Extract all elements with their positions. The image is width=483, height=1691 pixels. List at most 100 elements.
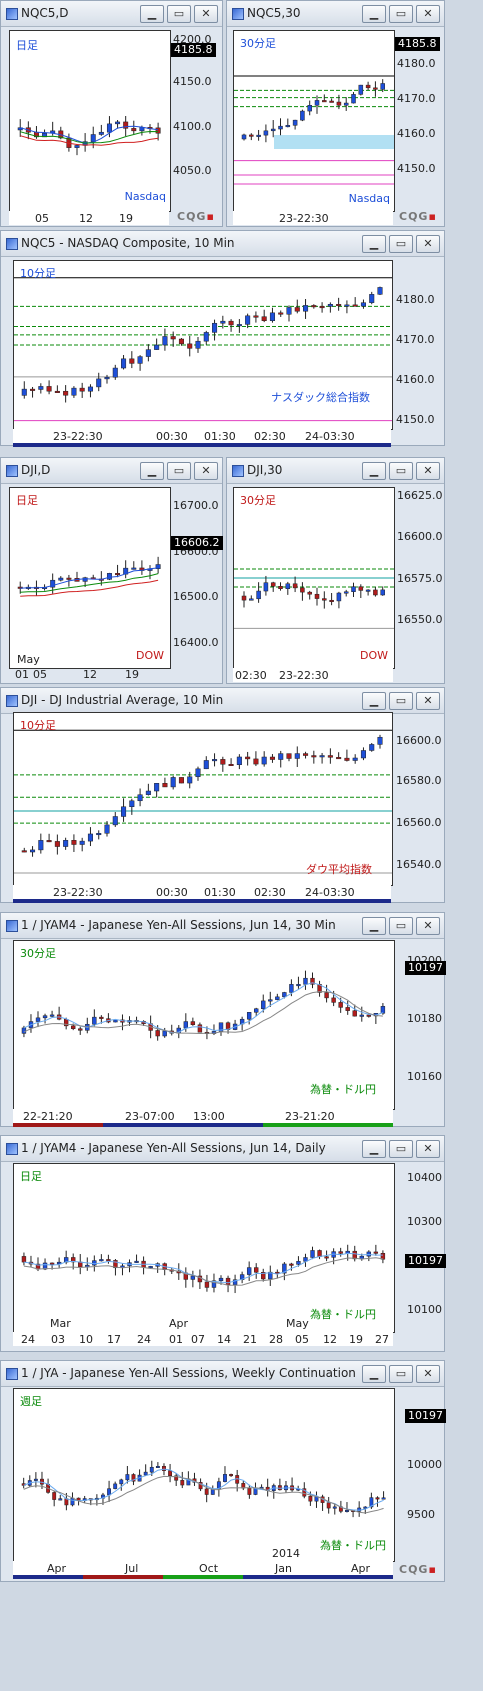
maximize-button[interactable]: ▭ bbox=[167, 462, 191, 480]
window-nqc5-30min[interactable]: NQC5,30 ▁ ▭ ✕ 30分足 Nasdaq 4180.0 4170.0 41… bbox=[226, 0, 445, 227]
close-button[interactable]: ✕ bbox=[194, 5, 218, 23]
window-dji-30min[interactable]: DJI,30 ▁ ▭ ✕ 30分足 DOW 16625.0 16600.0 1657… bbox=[226, 457, 445, 684]
maximize-button[interactable]: ▭ bbox=[389, 235, 413, 253]
candle-body bbox=[246, 1012, 252, 1020]
moving-average-line bbox=[23, 1475, 384, 1514]
x-tick: 19 bbox=[119, 212, 133, 225]
window-title: DJI - DJ Industrial Average, 10 Min bbox=[21, 693, 224, 707]
period-label: 10分足 bbox=[20, 719, 56, 732]
last-price-badge: 16606.2 bbox=[171, 536, 223, 550]
y-tick: 16600.0 bbox=[397, 530, 443, 543]
close-button[interactable]: ✕ bbox=[416, 692, 440, 710]
candle-body bbox=[125, 1474, 130, 1481]
minimize-button[interactable]: ▁ bbox=[140, 462, 164, 480]
minimize-button[interactable]: ▁ bbox=[362, 235, 386, 253]
window-jpy-30min[interactable]: 1 / JYAM4 - Japanese Yen-All Sessions, J… bbox=[0, 912, 446, 1127]
candle-body bbox=[261, 316, 267, 321]
candle-body bbox=[52, 1492, 57, 1500]
moving-average-line bbox=[20, 130, 159, 144]
candle-body bbox=[98, 131, 104, 135]
candle-body bbox=[300, 587, 305, 593]
minimize-button[interactable]: ▁ bbox=[362, 917, 386, 935]
window-jpy-weekly[interactable]: 1 / JYA - Japanese Yen-All Sessions, Wee… bbox=[0, 1360, 446, 1582]
chart-plot[interactable]: 日足 Nasdaq bbox=[9, 30, 171, 212]
x-tick: 07 bbox=[191, 1333, 205, 1346]
window-jpy-daily[interactable]: 1 / JYAM4 - Japanese Yen-All Sessions, J… bbox=[0, 1135, 446, 1352]
maximize-button[interactable]: ▭ bbox=[389, 1140, 413, 1158]
chart-plot[interactable]: 30分足 DOW bbox=[233, 487, 395, 669]
chart-plot[interactable]: 10分足 ダウ平均指数 bbox=[13, 712, 393, 886]
y-tick: 10100 bbox=[407, 1303, 442, 1316]
close-button[interactable]: ✕ bbox=[416, 1365, 440, 1383]
title-bar[interactable]: NQC5,D ▁ ▭ ✕ bbox=[1, 1, 222, 27]
candle-body bbox=[155, 1465, 160, 1468]
chart-plot[interactable]: 30分足 Nasdaq bbox=[233, 30, 395, 212]
minimize-button[interactable]: ▁ bbox=[362, 1365, 386, 1383]
candle-body bbox=[296, 984, 301, 987]
minimize-button[interactable]: ▁ bbox=[362, 1140, 386, 1158]
candle-body bbox=[303, 305, 309, 312]
window-dji-daily[interactable]: DJI,D ▁ ▭ ✕ 日足 DOW 16700.0 16600.0 16500.0… bbox=[0, 457, 223, 684]
candle-body bbox=[79, 840, 85, 845]
minimize-button[interactable]: ▁ bbox=[362, 692, 386, 710]
y-axis: 10400 10300 10100 bbox=[399, 1163, 445, 1331]
title-bar[interactable]: DJI - DJ Industrial Average, 10 Min ▁ ▭ ✕ bbox=[1, 688, 444, 714]
title-bar[interactable]: 1 / JYAM4 - Japanese Yen-All Sessions, J… bbox=[1, 913, 444, 939]
last-price-badge: 10197 bbox=[405, 1254, 446, 1268]
chart-plot[interactable]: 10分足 ナスダック総合指数 bbox=[13, 260, 393, 430]
window-title: 1 / JYA - Japanese Yen-All Sessions, Wee… bbox=[21, 1366, 356, 1380]
minimize-button[interactable]: ▁ bbox=[362, 462, 386, 480]
maximize-button[interactable]: ▭ bbox=[389, 1365, 413, 1383]
minimize-button[interactable]: ▁ bbox=[362, 5, 386, 23]
title-bar[interactable]: NQC5 - NASDAQ Composite, 10 Min ▁ ▭ ✕ bbox=[1, 231, 444, 257]
close-button[interactable]: ✕ bbox=[194, 462, 218, 480]
candle-body bbox=[33, 1478, 38, 1481]
candle-body bbox=[218, 1277, 224, 1282]
close-button[interactable]: ✕ bbox=[416, 5, 440, 23]
chart-plot[interactable]: 日足 為替・ドル円 Mar Apr May bbox=[13, 1163, 395, 1333]
maximize-button[interactable]: ▭ bbox=[167, 5, 191, 23]
close-button[interactable]: ✕ bbox=[416, 235, 440, 253]
candle-body bbox=[90, 134, 96, 142]
last-price-badge: 10197 bbox=[405, 1409, 446, 1423]
candle-body bbox=[338, 1002, 343, 1008]
chart-plot[interactable]: 30分足 為替・ドル円 bbox=[13, 940, 395, 1110]
x-tick: Jul bbox=[125, 1562, 139, 1575]
highlight-zone bbox=[274, 135, 394, 149]
title-bar[interactable]: 1 / JYAM4 - Japanese Yen-All Sessions, J… bbox=[1, 1136, 444, 1162]
window-nasdaq-10min[interactable]: NQC5 - NASDAQ Composite, 10 Min ▁ ▭ ✕ 10分足… bbox=[0, 230, 445, 447]
candle-body bbox=[155, 127, 161, 134]
title-bar[interactable]: 1 / JYA - Japanese Yen-All Sessions, Wee… bbox=[1, 1361, 444, 1387]
x-tick: 02:30 bbox=[254, 886, 286, 899]
title-bar[interactable]: DJI,D ▁ ▭ ✕ bbox=[1, 458, 222, 484]
chart-plot[interactable]: 週足 為替・ドル円 2014 bbox=[13, 1388, 395, 1562]
candle-body bbox=[358, 84, 364, 95]
title-bar[interactable]: NQC5,30 ▁ ▭ ✕ bbox=[227, 1, 444, 27]
candle-body bbox=[155, 564, 161, 569]
symbol-label: DOW bbox=[359, 649, 388, 662]
close-button[interactable]: ✕ bbox=[416, 917, 440, 935]
window-title: NQC5,D bbox=[21, 6, 69, 20]
close-button[interactable]: ✕ bbox=[416, 462, 440, 480]
maximize-button[interactable]: ▭ bbox=[389, 917, 413, 935]
x-axis: 05 12 19 bbox=[9, 211, 169, 225]
candle-body bbox=[381, 1497, 386, 1500]
window-dji-10min[interactable]: DJI - DJ Industrial Average, 10 Min ▁ ▭ ✕ … bbox=[0, 687, 445, 903]
candle-body bbox=[261, 1272, 266, 1280]
close-button[interactable]: ✕ bbox=[416, 1140, 440, 1158]
maximize-button[interactable]: ▭ bbox=[389, 692, 413, 710]
chart-plot[interactable]: 日足 DOW bbox=[9, 487, 171, 669]
candle-body bbox=[145, 790, 151, 795]
y-axis: 16700.0 16600.0 16500.0 16400.0 bbox=[173, 487, 223, 667]
title-bar[interactable]: DJI,30 ▁ ▭ ✕ bbox=[227, 458, 444, 484]
candle-body bbox=[121, 358, 127, 369]
y-tick: 16400.0 bbox=[173, 636, 219, 649]
window-nqc5-daily[interactable]: NQC5,D ▁ ▭ ✕ 日足 Nasdaq 4200.0 4150.0 4100.… bbox=[0, 0, 223, 227]
minimize-button[interactable]: ▁ bbox=[140, 5, 164, 23]
x-tick: 24 bbox=[21, 1333, 35, 1346]
maximize-button[interactable]: ▭ bbox=[389, 462, 413, 480]
candle-body bbox=[134, 1260, 139, 1263]
chart-svg bbox=[17, 556, 161, 597]
symbol-label: ナスダック総合指数 bbox=[271, 391, 370, 404]
maximize-button[interactable]: ▭ bbox=[389, 5, 413, 23]
